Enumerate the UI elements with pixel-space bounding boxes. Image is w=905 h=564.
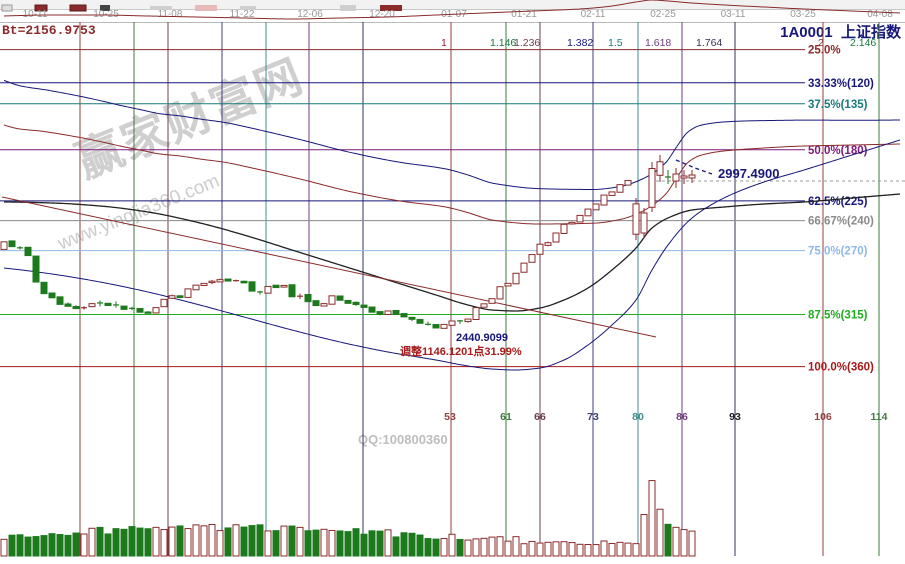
svg-text:1: 1 — [441, 37, 447, 49]
svg-text:2.146: 2.146 — [850, 37, 876, 49]
svg-text:1.618: 1.618 — [645, 37, 671, 49]
svg-text:50.0%(180): 50.0%(180) — [808, 145, 868, 157]
svg-text:1.236: 1.236 — [514, 37, 540, 49]
svg-text:100.0%(360): 100.0%(360) — [808, 362, 874, 374]
svg-text:37.5%(135): 37.5%(135) — [808, 99, 868, 111]
svg-text:75.0%(270): 75.0%(270) — [808, 246, 868, 258]
svg-text:1.764: 1.764 — [696, 37, 722, 49]
svg-text:1.5: 1.5 — [608, 37, 623, 49]
svg-text:87.5%(315): 87.5%(315) — [808, 310, 868, 322]
svg-text:1.382: 1.382 — [567, 37, 593, 49]
svg-text:调整1146.1201点31.99%: 调整1146.1201点31.99% — [400, 344, 522, 358]
svg-text:66.67%(240): 66.67%(240) — [808, 216, 874, 228]
svg-text:2997.4900: 2997.4900 — [718, 166, 779, 181]
svg-text:33.33%(120): 33.33%(120) — [808, 78, 874, 90]
svg-text:2: 2 — [818, 37, 824, 49]
svg-text:2440.9099: 2440.9099 — [456, 332, 508, 344]
svg-text:25.0%: 25.0% — [808, 45, 841, 57]
svg-text:1.146: 1.146 — [490, 37, 516, 49]
